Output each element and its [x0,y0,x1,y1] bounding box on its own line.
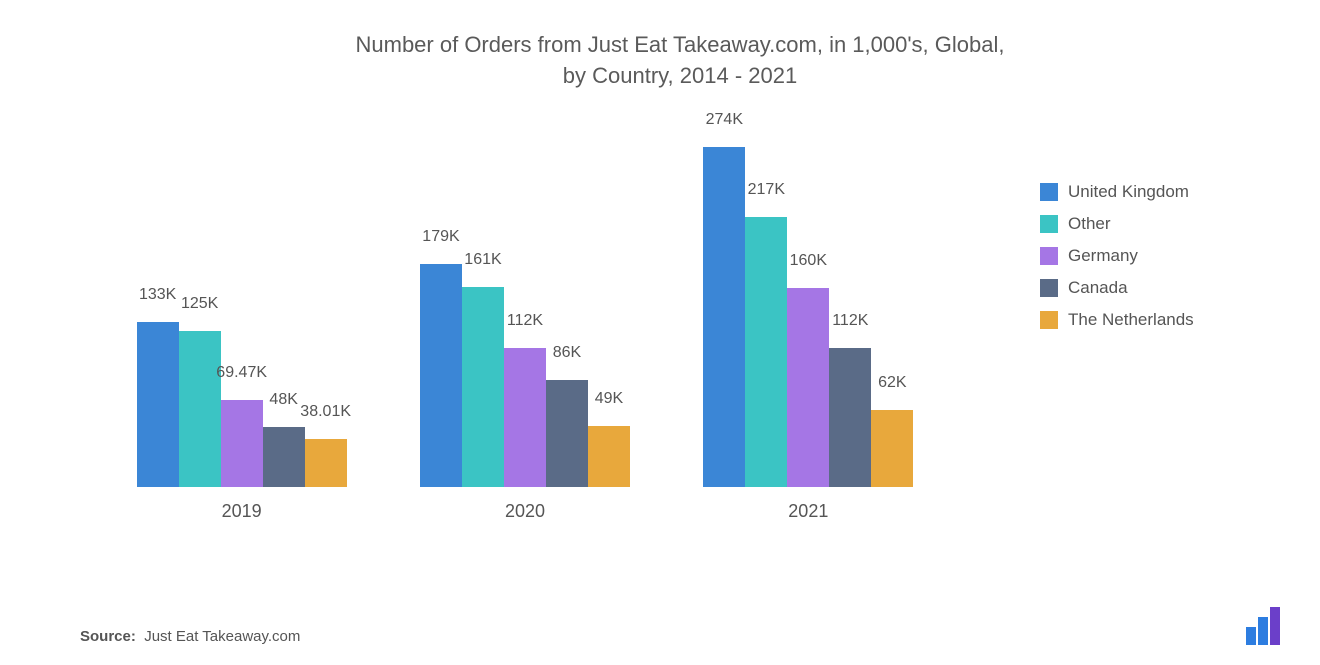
bar-wrap: 179K [420,147,462,487]
bar [787,288,829,487]
bar-wrap: 69.47K [221,147,263,487]
bar-wrap: 48K [263,147,305,487]
bar-value-label: 160K [790,252,827,270]
bar-wrap: 274K [703,147,745,487]
legend-item: Other [1040,214,1194,234]
year-group: 179K 161K 112K 86K 49K 2020 [383,147,666,522]
bar [462,287,504,487]
bar-wrap: 217K [745,147,787,487]
legend-item: Canada [1040,278,1194,298]
x-axis-label: 2019 [222,501,262,522]
bar [305,439,347,486]
legend-swatch [1040,311,1058,329]
bar [588,426,630,487]
logo-bar-icon [1258,617,1268,645]
footer: Source: Just Eat Takeaway.com [80,607,1280,645]
bar [871,410,913,487]
bar [703,147,745,487]
bar-wrap: 49K [588,147,630,487]
bar [263,427,305,487]
year-group: 274K217K 160K 112K 62K 2021 [667,147,950,522]
bar [829,348,871,487]
title-line-2: by Country, 2014 - 2021 [563,63,797,88]
source-prefix: Source: [80,628,136,645]
legend-label: Canada [1068,278,1128,298]
legend-label: United Kingdom [1068,182,1189,202]
bar-value-label: 49K [595,390,623,408]
bar-value-label: 125K [181,295,218,313]
logo-bar-icon [1246,627,1256,645]
bar-value-label: 48K [269,391,297,409]
bar-value-label: 38.01K [300,403,351,421]
legend-label: Germany [1068,246,1138,266]
legend-label: The Netherlands [1068,310,1194,330]
brand-logo [1246,607,1280,645]
bar-wrap: 112K [829,147,871,487]
bar-cluster: 133K125K69.47K48K38.01K [137,147,347,487]
bar-value-label: 69.47K [216,364,267,382]
bar-value-label: 112K [832,312,868,330]
bar-wrap: 38.01K [305,147,347,487]
bar-cluster: 274K217K 160K 112K 62K [703,147,913,487]
plot-area: 133K125K69.47K48K38.01K2019179K161K112K8… [80,142,970,522]
bar-cluster: 179K 161K 112K 86K 49K [420,147,630,487]
bar-value-label: 133K [139,286,176,304]
x-axis-label: 2021 [788,501,828,522]
bar-value-label: 179K [422,228,459,246]
plot-wrap: 133K125K69.47K48K38.01K2019179K161K112K8… [80,142,1280,522]
logo-bar-icon [1270,607,1280,645]
bar [221,400,263,486]
legend-swatch [1040,183,1058,201]
bar [745,217,787,486]
bar-value-label: 161K [464,251,501,269]
bar-value-label: 217K [748,181,785,199]
source-text: Just Eat Takeaway.com [144,628,300,645]
bar [137,322,179,487]
bar [546,380,588,487]
chart-title: Number of Orders from Just Eat Takeaway.… [80,30,1280,92]
bar-value-label: 62K [878,374,906,392]
title-line-1: Number of Orders from Just Eat Takeaway.… [356,32,1005,57]
legend-swatch [1040,279,1058,297]
legend-item: Germany [1040,246,1194,266]
source-citation: Source: Just Eat Takeaway.com [80,628,300,645]
bar-wrap: 133K [137,147,179,487]
year-group: 133K125K69.47K48K38.01K2019 [100,147,383,522]
legend-label: Other [1068,214,1111,234]
bar [179,331,221,486]
bar-value-label: 274K [706,111,743,129]
bar-wrap: 112K [504,147,546,487]
legend-swatch [1040,247,1058,265]
bar-wrap: 160K [787,147,829,487]
chart-container: Number of Orders from Just Eat Takeaway.… [0,0,1320,665]
legend-item: The Netherlands [1040,310,1194,330]
bar-wrap: 125K [179,147,221,487]
legend-swatch [1040,215,1058,233]
legend-item: United Kingdom [1040,182,1194,202]
bar-value-label: 112K [507,312,543,330]
x-axis-label: 2020 [505,501,545,522]
legend: United Kingdom Other Germany Canada The Neth… [1040,182,1194,342]
bar-wrap: 62K [871,147,913,487]
bar-wrap: 161K [462,147,504,487]
bar [504,348,546,487]
bar [420,264,462,486]
bar-wrap: 86K [546,147,588,487]
bar-value-label: 86K [553,344,581,362]
